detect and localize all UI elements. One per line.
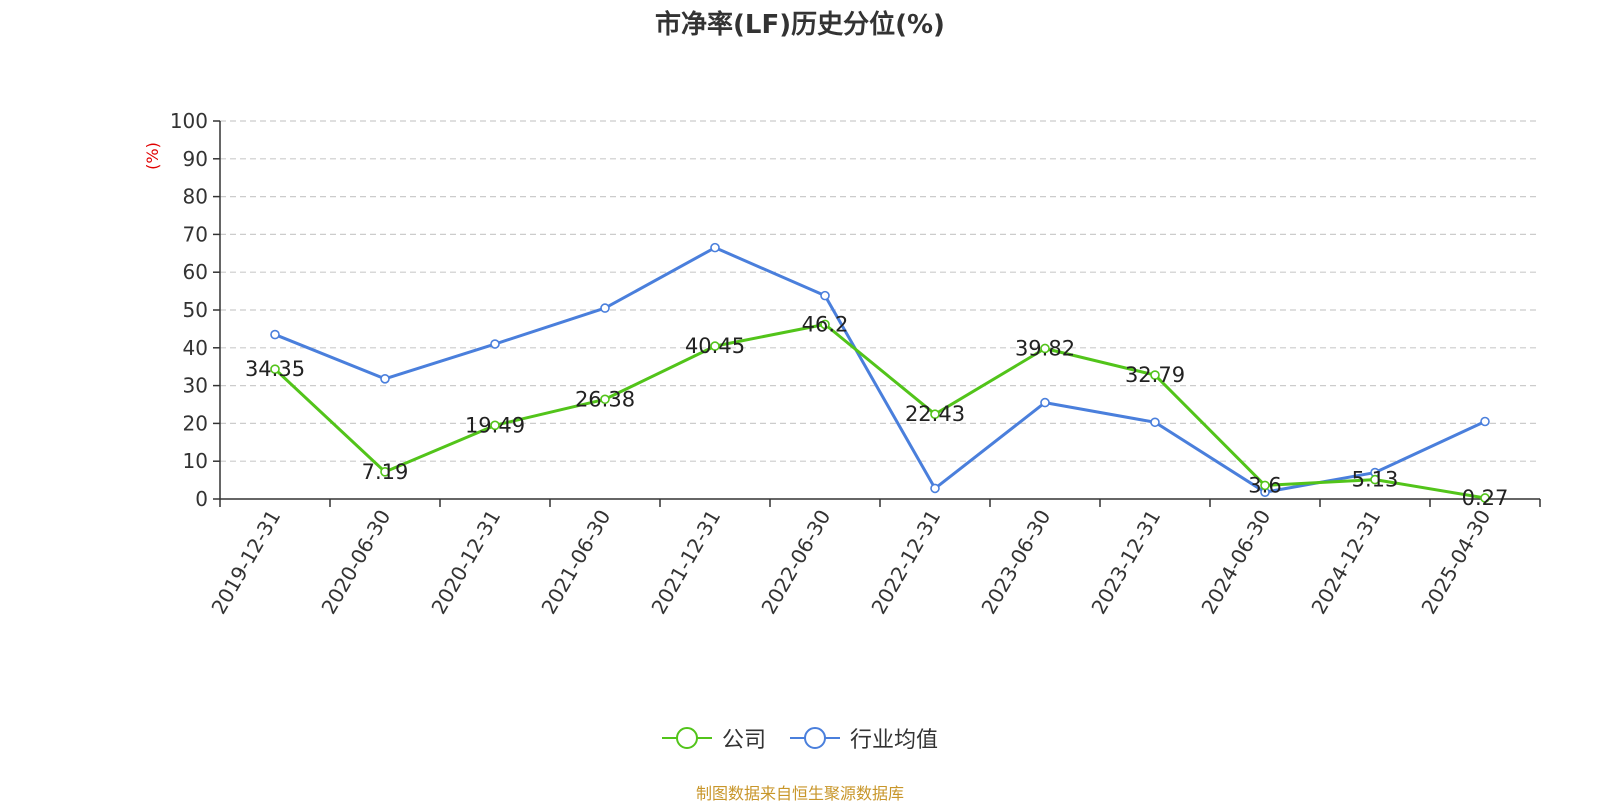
y-tick-label: 30 <box>183 374 208 398</box>
x-tick-label: 2019-12-31 <box>206 506 285 619</box>
data-point-company <box>930 409 940 420</box>
y-tick-label: 0 <box>195 487 208 511</box>
x-tick-label: 2021-06-30 <box>536 506 615 619</box>
axes: 0 10 20 30 40 50 60 70 80 90 100 2019-12-31 2020-06-… <box>170 109 1541 619</box>
legend-label-company: 公司 <box>721 728 766 753</box>
data-label-company: 39.82 <box>1015 336 1075 360</box>
legend: 公司 行业均值 <box>0 722 1600 754</box>
data-point-industry-average <box>710 242 720 253</box>
legend-line-circle-icon <box>790 727 840 749</box>
data-point-industry-average <box>1150 417 1160 428</box>
series <box>270 242 1490 503</box>
data-point-company <box>820 319 830 330</box>
y-tick-label: 40 <box>183 336 208 360</box>
legend-item-company[interactable]: 公司 <box>661 722 766 754</box>
data-point-company <box>1480 493 1490 503</box>
data-labels: 34.35 7.19 19.49 26.38 40.45 46.2 22.43 39.82 32… <box>245 312 1508 510</box>
y-tick-label: 10 <box>183 449 208 473</box>
data-label-company: 32.79 <box>1125 363 1185 387</box>
data-label-company: 26.38 <box>575 387 635 411</box>
x-tick-label: 2024-06-30 <box>1196 506 1275 619</box>
data-label-company: 46.2 <box>802 312 849 336</box>
data-point-company <box>490 420 500 431</box>
x-tick-label: 2022-06-30 <box>756 506 835 619</box>
y-axis-label: (%) <box>143 142 162 170</box>
data-point-industry-average <box>930 483 940 494</box>
y-tick-label: 60 <box>183 260 208 284</box>
x-tick-label: 2023-06-30 <box>976 506 1055 619</box>
legend-item-industry-average[interactable]: 行业均值 <box>790 722 938 754</box>
y-tick-label: 70 <box>183 222 208 246</box>
data-point-company <box>380 467 390 477</box>
series-line-industry-average <box>274 246 1486 494</box>
data-point-industry-average <box>600 303 610 313</box>
data-label-company: 19.49 <box>465 413 525 437</box>
y-tick-label: 90 <box>183 147 208 171</box>
data-label-company: 5.13 <box>1352 468 1399 492</box>
data-point-industry-average <box>820 290 830 301</box>
x-tick-label: 2022-12-31 <box>866 506 945 619</box>
data-point-industry-average <box>490 339 500 349</box>
gridlines <box>220 120 1540 462</box>
data-point-company <box>600 394 610 405</box>
data-point-industry-average <box>1480 416 1490 427</box>
data-source-note: 制图数据来自恒生聚源数据库 <box>695 784 904 803</box>
data-label-company: 7.19 <box>362 460 409 484</box>
data-label-company: 0.27 <box>1462 486 1509 510</box>
chart-title: 市净率(LF)历史分位(%) <box>655 10 945 40</box>
x-tick-label: 2020-12-31 <box>426 506 505 619</box>
data-point-industry-average <box>380 373 390 384</box>
data-point-company <box>1150 370 1160 380</box>
data-point-industry-average <box>270 329 280 340</box>
data-label-company: 34.35 <box>245 357 305 381</box>
x-tick-label: 2020-06-30 <box>316 506 395 619</box>
x-tick-label: 2024-12-31 <box>1306 506 1385 619</box>
data-point-industry-average <box>1040 397 1050 408</box>
data-point-company <box>710 341 720 351</box>
data-label-company: 3.6 <box>1248 473 1281 497</box>
data-label-company: 40.45 <box>685 334 745 358</box>
legend-line-circle-icon <box>661 727 712 749</box>
data-point-company <box>1260 480 1270 491</box>
x-tick-label: 2021-12-31 <box>646 506 725 619</box>
data-point-company <box>270 364 280 374</box>
legend-label-industry-average: 行业均值 <box>850 728 939 753</box>
y-tick-label: 50 <box>183 298 208 322</box>
y-tick-label: 80 <box>183 185 208 209</box>
y-tick-label: 100 <box>170 109 208 133</box>
data-label-company: 22.43 <box>905 402 965 426</box>
y-tick-label: 20 <box>183 411 208 435</box>
data-point-company <box>1040 343 1050 354</box>
series-line-company <box>273 322 1486 500</box>
x-tick-label: 2025-04-30 <box>1416 506 1495 619</box>
data-point-company <box>1370 474 1380 485</box>
x-tick-label: 2023-12-31 <box>1086 506 1165 619</box>
